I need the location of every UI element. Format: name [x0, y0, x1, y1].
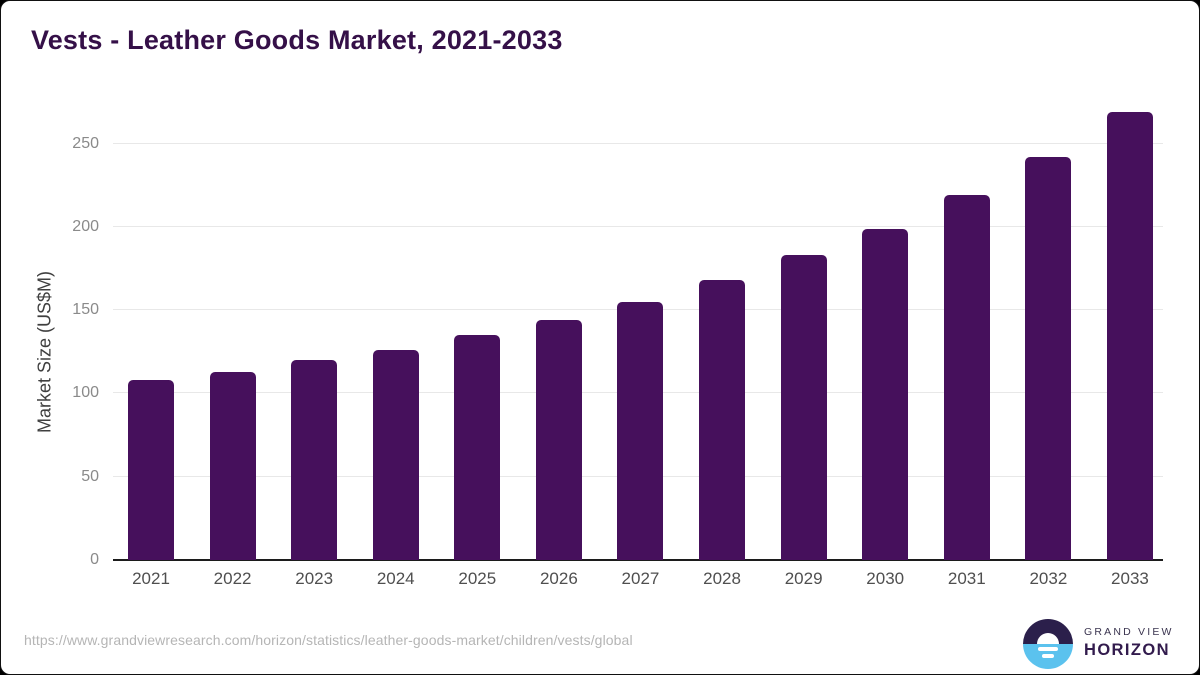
x-tick-label-2029: 2029 — [784, 569, 823, 588]
x-tick-label-2032: 2032 — [1029, 569, 1068, 588]
x-tick-label-2021: 2021 — [132, 569, 170, 588]
plot-area: 0 50 100 150 200 250 2021 2022 2023 2024 2025 2026 2… — [72, 101, 1163, 587]
gridline-250 — [113, 142, 1163, 144]
bar-2021[interactable] — [128, 380, 174, 560]
y-tick-label-200: 200 — [72, 217, 99, 235]
logo-sun-dome — [1037, 633, 1059, 644]
x-tick-label-2027: 2027 — [621, 569, 660, 588]
chart-title: Vests - Leather Goods Market, 2021-2033 — [31, 25, 563, 55]
bar-2028[interactable] — [699, 280, 746, 560]
bar-2033[interactable] — [1106, 112, 1153, 560]
x-tick-label-2031: 2031 — [947, 569, 986, 588]
logo-grand-view-text: GRAND VIEW — [1084, 626, 1174, 638]
y-tick-label-150: 150 — [72, 301, 99, 319]
x-tick-label-2028: 2028 — [703, 569, 741, 588]
bar-2030[interactable] — [862, 228, 909, 560]
bar-2025[interactable] — [454, 335, 501, 560]
source-url: https://www.grandviewresearch.com/horizo… — [24, 632, 633, 648]
bar-2027[interactable] — [617, 301, 664, 560]
y-tick-label-100: 100 — [72, 384, 99, 402]
logo-horizon-text: HORIZON — [1084, 641, 1170, 659]
x-tick-label-2022: 2022 — [213, 569, 252, 588]
x-tick-label-2023: 2023 — [295, 569, 334, 588]
y-tick-label-250: 250 — [72, 134, 99, 152]
x-tick-label-2033: 2033 — [1111, 569, 1149, 588]
logo-reflection-bar-1 — [1038, 647, 1058, 651]
x-tick-label-2026: 2026 — [539, 569, 578, 588]
bar-2026[interactable] — [535, 320, 582, 560]
x-tick-label-2025: 2025 — [458, 569, 497, 588]
y-tick-label-0: 0 — [90, 551, 99, 568]
bar-2024[interactable] — [372, 350, 419, 560]
bar-2023[interactable] — [291, 360, 338, 560]
y-axis-title: Market Size (US$M) — [34, 270, 55, 434]
bar-2029[interactable] — [780, 255, 827, 560]
logo-reflection-bar-2 — [1042, 654, 1054, 658]
bar-2022[interactable] — [209, 371, 256, 560]
bar-2032[interactable] — [1025, 156, 1072, 560]
horizon-sun-icon — [1023, 619, 1073, 669]
bar-2031[interactable] — [943, 195, 990, 560]
gridline-200 — [113, 225, 1163, 227]
x-tick-label-2030: 2030 — [866, 569, 905, 588]
x-tick-label-2024: 2024 — [376, 569, 415, 588]
x-axis-line — [113, 559, 1163, 561]
logo-wordmark: GRAND VIEW HORIZON — [1084, 626, 1174, 660]
grand-view-horizon-logo: GRAND VIEW HORIZON — [1023, 619, 1183, 669]
y-tick-label-50: 50 — [81, 467, 99, 485]
